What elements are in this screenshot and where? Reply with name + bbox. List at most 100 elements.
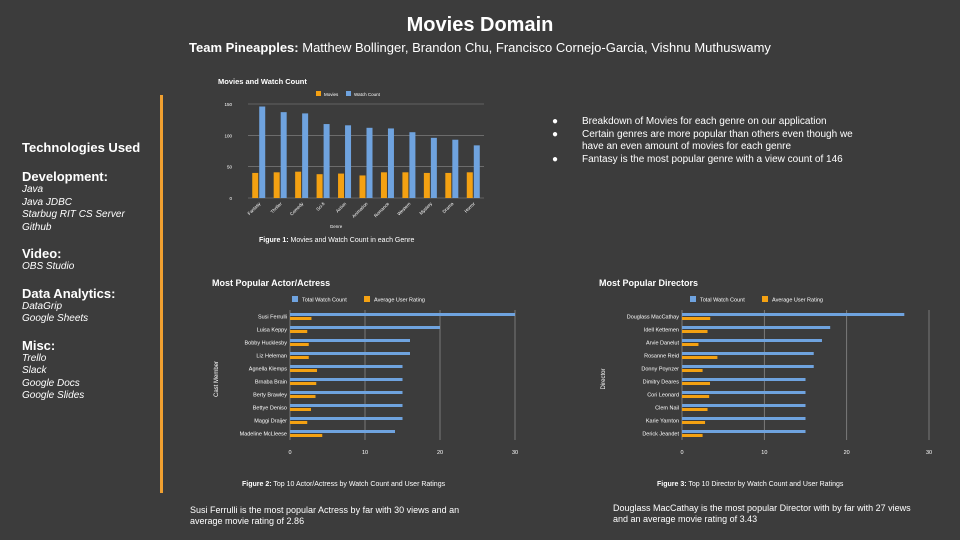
bar [290,339,410,342]
y-tick-label: Arvie Danelut [646,341,679,347]
x-tick-label: 30 [512,450,518,456]
bar [290,382,317,385]
y-tick-label: Luisa Keppy [257,328,288,334]
y-tick-label: Dimitry Deares [643,380,680,386]
x-tick-label: 10 [761,450,767,456]
x-tick-label: Fantasy [247,201,262,216]
y-tick-label: Clem Nail [655,406,679,412]
technologies-heading: Technologies Used [22,140,141,155]
legend-swatch [364,296,370,302]
x-tick-label: Drama [441,201,454,214]
bar [290,317,312,320]
y-tick-label: Bobby Hucklesby [245,341,288,347]
x-tick-label: 30 [926,450,932,456]
bar [290,365,403,368]
bar [359,175,366,198]
legend-swatch [316,91,321,96]
bar [466,172,473,198]
tech-section-title: Data Analytics: [22,285,116,301]
bullet-item: ● Fantasy is the most popular genre with … [552,153,843,165]
figure3-caption: Figure 3: Top 10 Director by Watch Count… [657,481,844,488]
bar [682,339,822,342]
bar [682,356,718,359]
y-tick-label: Maggi Draijer [254,419,287,425]
y-tick-label: Rosanne Reid [644,354,679,360]
bar [252,172,259,198]
y-tick-label: Berty Brawley [253,393,287,399]
bar [290,430,395,433]
bar [290,408,311,411]
bar [682,313,905,316]
bar [402,172,409,198]
bar [682,434,703,437]
bar [445,172,452,198]
y-tick-label: Derick Jeandet [642,432,679,438]
x-tick-label: Comedy [289,201,305,217]
legend-label: Watch Count [354,92,381,97]
chart-title: Movies and Watch Count [218,77,307,86]
x-tick-label: Action [335,201,348,214]
y-axis-label: Director [601,368,607,389]
technologies-panel: Technologies Used Development: Java Java J… [22,140,157,415]
bar [290,352,410,355]
y-tick-label: Liz Heleman [256,354,287,360]
bar [452,139,459,198]
bar [290,326,440,329]
bar [290,421,308,424]
bullet-text: Fantasy is the most popular genre with a… [582,153,843,165]
bar [290,417,403,420]
bar [682,369,703,372]
y-tick-label: Cori Leonard [647,393,679,399]
genre-chart: Movies and Watch Count Movies Watch Count 0… [218,77,484,229]
tech-section-title: Development: [22,169,108,184]
bar [409,132,416,198]
bar [682,391,806,394]
bar [290,391,403,394]
bar [682,417,806,420]
x-tick-label: Animation [351,201,369,219]
bar [682,408,708,411]
y-tick-label: Susi Ferrulli [258,315,287,321]
bar [387,128,394,198]
chart-title: Most Popular Actor/Actress [212,278,330,288]
bar [682,317,711,320]
bar [682,365,814,368]
x-tick-label: Thriller [270,201,284,215]
legend-swatch [346,91,351,96]
bar [273,172,280,198]
bar [423,172,430,198]
bar [290,369,317,372]
tech-item: Google Docs [22,377,80,389]
bar [366,127,373,198]
tech-item: Starbug RIT CS Server [22,209,125,220]
y-tick-label: Madeline McLleese [240,432,287,438]
tech-section-title: Video: [22,246,62,261]
bar [323,124,330,198]
tech-item: Java JDBC [22,196,73,208]
bar [473,145,480,198]
bullet-text: Breakdown of Movies for each genre on ou… [582,116,827,127]
y-tick-label: Bettye Deniso [253,406,287,412]
x-tick-label: 20 [437,450,443,456]
tech-section: Development: Java Java JDBC Starbug RIT CS … [22,169,157,234]
y-tick-label: Karie Yarnton [646,419,679,425]
x-tick-label: Western [396,201,412,217]
x-tick-label: Sci-fi [315,201,326,212]
team-label: Team Pineapples: [189,40,299,55]
bar [682,343,699,346]
figure2-caption: Figure 2: Top 10 Actor/Actress by Watch … [242,481,446,488]
actor-chart: Most Popular Actor/Actress Total Watch Co… [212,278,518,456]
bar [295,171,302,198]
legend-label: Average User Rating [374,298,425,304]
director-chart: Most Popular Directors Total Watch Count A… [599,278,932,456]
bullet-item: ● Certain genres are more popular than ot… [552,128,853,153]
bar [290,313,515,316]
y-tick-label: Idell Kettemen [644,328,679,334]
tech-section: Data Analytics: DataGrip Google Sheets [22,286,157,326]
bar [682,352,814,355]
accent-divider [160,95,163,493]
tech-item: Google Sheets [22,313,89,324]
y-tick-label: 150 [224,102,232,107]
bar [682,326,831,329]
x-tick-label: 0 [680,450,683,456]
